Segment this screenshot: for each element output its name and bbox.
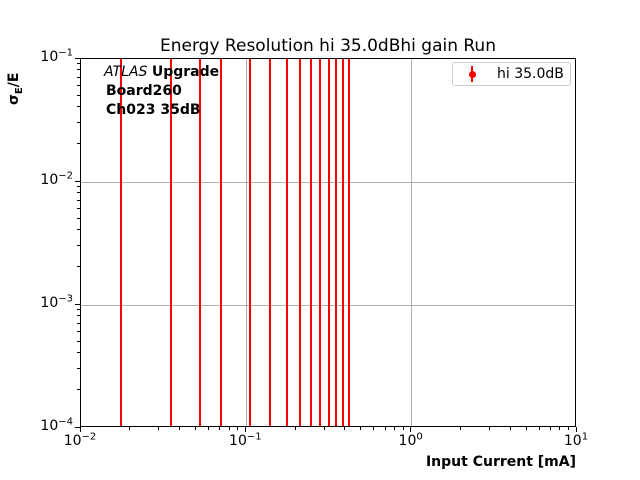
x-minor-tick	[237, 427, 239, 430]
x-gridline	[411, 59, 413, 426]
y-major-tick	[75, 426, 80, 428]
x-minor-tick	[538, 427, 540, 430]
y-minor-tick	[77, 367, 80, 369]
y-minor-tick	[77, 315, 80, 317]
y-minor-tick	[77, 207, 80, 209]
y-tick-label: 10−4	[40, 416, 73, 434]
x-tick-label: 10−2	[63, 431, 97, 449]
x-minor-tick	[459, 427, 461, 430]
y-minor-tick	[77, 69, 80, 71]
x-minor-tick	[158, 427, 160, 430]
x-minor-tick	[323, 427, 325, 430]
x-major-tick	[575, 427, 577, 432]
x-major-tick	[410, 427, 412, 432]
errorbar-line	[319, 59, 322, 426]
chart-title: Energy Resolution hi 35.0dBhi gain Run	[160, 36, 496, 56]
y-minor-tick	[77, 192, 80, 194]
y-minor-tick	[77, 63, 80, 65]
ylabel-subscript: E	[13, 87, 25, 95]
x-gridline	[245, 59, 247, 426]
y-minor-tick	[77, 352, 80, 354]
plot-annotation: ATLAS Upgrade Board260 Ch023 35dB	[104, 63, 219, 120]
x-minor-tick	[360, 427, 362, 430]
errorbar-marker-icon	[463, 65, 481, 83]
annotation-upgrade: Upgrade	[151, 64, 220, 80]
ylabel-sigma: σ	[6, 94, 22, 105]
y-major-tick	[75, 57, 80, 59]
x-minor-tick	[402, 427, 404, 430]
x-major-tick	[79, 427, 81, 432]
errorbar-line	[327, 59, 330, 426]
y-minor-tick	[77, 229, 80, 231]
errorbar-line	[269, 59, 272, 426]
y-minor-tick	[77, 322, 80, 324]
y-minor-tick	[77, 106, 80, 108]
x-tick-label: 10−1	[229, 431, 262, 449]
x-minor-tick	[373, 427, 375, 430]
x-minor-tick	[384, 427, 386, 430]
x-tick-label: 101	[563, 431, 589, 449]
errorbar-line	[348, 59, 351, 426]
x-tick-label: 100	[398, 431, 423, 449]
errorbar-line	[285, 59, 288, 426]
y-minor-tick	[77, 217, 80, 219]
x-minor-tick	[559, 427, 561, 430]
errorbar-line	[169, 59, 172, 426]
y-tick-label: 10−1	[40, 47, 73, 65]
y-minor-tick	[77, 330, 80, 332]
ylabel-rest: /E	[6, 72, 22, 88]
y-tick-label: 10−2	[40, 170, 73, 188]
data-point-icon	[468, 70, 476, 78]
x-minor-tick	[567, 427, 569, 430]
y-minor-tick	[77, 143, 80, 145]
x-minor-tick	[219, 427, 221, 430]
x-minor-tick	[489, 427, 491, 430]
y-major-tick	[75, 303, 80, 305]
annotation-line-channel: Ch023 35dB	[106, 102, 201, 118]
x-minor-tick	[294, 427, 296, 430]
y-minor-tick	[77, 340, 80, 342]
errorbar-line	[219, 59, 222, 426]
y-minor-tick	[77, 121, 80, 123]
annotation-line-experiment: ATLAS Upgrade	[104, 63, 219, 82]
errorbar-line	[298, 59, 301, 426]
x-minor-tick	[549, 427, 551, 430]
y-major-tick	[75, 180, 80, 182]
x-minor-tick	[208, 427, 210, 430]
y-minor-tick	[77, 94, 80, 96]
x-minor-tick	[509, 427, 511, 430]
x-minor-tick	[394, 427, 396, 430]
errorbar-line	[335, 59, 338, 426]
errorbar-line	[309, 59, 312, 426]
y-minor-tick	[77, 389, 80, 391]
y-minor-tick	[77, 266, 80, 268]
y-minor-tick	[77, 186, 80, 188]
x-minor-tick	[228, 427, 230, 430]
errorbar-line	[342, 59, 345, 426]
y-minor-tick	[77, 309, 80, 311]
annotation-line-board: Board260	[106, 83, 182, 99]
errorbar-line	[199, 59, 202, 426]
x-minor-tick	[179, 427, 181, 430]
x-minor-tick	[525, 427, 527, 430]
errorbar-line	[248, 59, 251, 426]
y-minor-tick	[77, 84, 80, 86]
y-minor-tick	[77, 244, 80, 246]
annotation-experiment-name: ATLAS	[104, 64, 148, 80]
y-minor-tick	[77, 76, 80, 78]
x-minor-tick	[195, 427, 197, 430]
y-tick-label: 10−3	[40, 293, 73, 311]
x-major-tick	[244, 427, 246, 432]
y-minor-tick	[77, 199, 80, 201]
plot-area	[80, 58, 576, 427]
legend-box: hi 35.0dB	[452, 62, 571, 86]
x-minor-tick	[129, 427, 131, 430]
x-axis-label: Input Current [mA]	[425, 454, 576, 470]
legend-entry-label: hi 35.0dB	[497, 66, 564, 82]
y-axis-label: σE/E	[6, 73, 25, 105]
errorbar-line	[120, 59, 123, 426]
x-minor-tick	[344, 427, 346, 430]
